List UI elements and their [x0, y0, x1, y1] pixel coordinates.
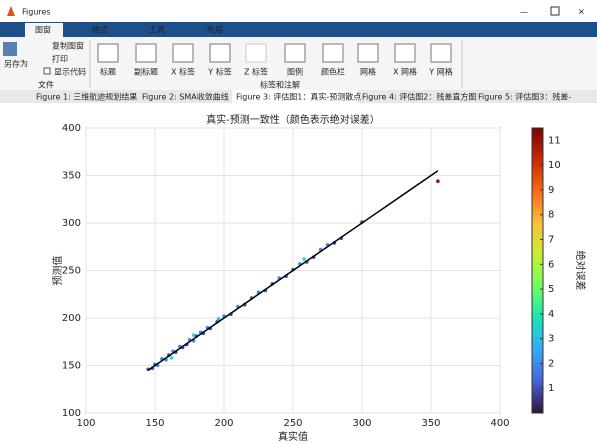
- ribbon-button[interactable]: X 网格: [393, 67, 417, 77]
- active-ribbon-tab: [25, 23, 63, 37]
- y-tick-label: 350: [62, 171, 81, 182]
- ribbon-tabstrip: [0, 22, 597, 37]
- colorbar-tick-label: 9: [548, 185, 554, 196]
- y-tick-label: 250: [62, 266, 81, 277]
- button-icon: [209, 43, 231, 63]
- ribbon-button[interactable]: 颜色栏: [321, 67, 345, 77]
- point: [436, 179, 440, 183]
- ribbon-button[interactable]: 图例: [287, 67, 303, 77]
- figure-tab[interactable]: Figure 2: SMA收敛曲线: [142, 92, 229, 102]
- ribbon-button[interactable]: Z 标签: [244, 67, 268, 77]
- point: [216, 317, 221, 321]
- ribbon-tab[interactable]: 图窗: [35, 25, 51, 35]
- button-icon: [135, 43, 157, 63]
- print-button[interactable]: 打印: [52, 54, 68, 64]
- reference-line: [147, 170, 439, 371]
- save-icon: [3, 42, 17, 56]
- y-tick-label: 150: [62, 361, 81, 372]
- ribbon-tab[interactable]: 格式: [92, 25, 108, 35]
- colorbar-tick-label: 3: [548, 334, 554, 345]
- maximize[interactable]: [550, 6, 560, 16]
- point: [169, 356, 174, 360]
- colorbar-label: 绝对误差: [574, 251, 587, 291]
- colorbar-tick-label: 7: [548, 235, 554, 246]
- colorbar: [531, 127, 544, 414]
- x-tick-label: 350: [421, 418, 440, 429]
- x-tick-label: 200: [214, 418, 233, 429]
- close[interactable]: ✕: [578, 8, 585, 17]
- checkbox[interactable]: [43, 67, 51, 75]
- title-bar: [0, 0, 597, 22]
- ribbon-button[interactable]: 副标题: [134, 67, 158, 77]
- figure-tab[interactable]: Figure 4: 评估图2：残差直方图: [362, 92, 476, 102]
- colorbar-tick-label: 1: [548, 383, 554, 394]
- x-tick-label: 400: [490, 418, 509, 429]
- active-figure-tab: [232, 90, 358, 103]
- y-tick-label: 100: [62, 408, 81, 419]
- ribbon-button[interactable]: Y 标签: [207, 67, 231, 77]
- group-label: 标签和注解: [260, 80, 300, 90]
- x-tick-label: 150: [145, 418, 164, 429]
- x-axis-label: 真实值: [278, 430, 308, 443]
- figure-tab[interactable]: Figure 1: 三维航迹规划结果: [36, 92, 137, 102]
- window-title: Figures: [22, 8, 51, 17]
- copy-button[interactable]: 复制图窗: [52, 41, 84, 51]
- button-icon: [284, 43, 306, 63]
- ribbon-button[interactable]: 网格: [360, 67, 376, 77]
- colorbar-tick-label: 6: [548, 259, 554, 270]
- button-icon: [322, 43, 344, 63]
- colorbar-tick-label: 11: [548, 135, 561, 146]
- ribbon-tab[interactable]: 布局: [207, 25, 223, 35]
- button-icon: [357, 43, 379, 63]
- x-tick-label: 100: [76, 418, 95, 429]
- chart-title: 真实-预测一致性（颜色表示绝对误差）: [206, 113, 380, 126]
- save-button[interactable]: 另存为: [4, 59, 28, 69]
- ribbon-tab[interactable]: 工具: [149, 26, 165, 35]
- y-tick-label: 200: [62, 313, 81, 324]
- x-tick-label: 300: [352, 418, 371, 429]
- figure-tab[interactable]: Figure 3: 评估图1：真实-预测散点: [236, 92, 361, 102]
- button-icon: [394, 43, 416, 63]
- ribbon-button[interactable]: 标题: [100, 67, 116, 77]
- colorbar-tick-label: 2: [548, 358, 554, 369]
- y-axis-label: 预测值: [51, 256, 64, 286]
- y-tick-label: 300: [62, 218, 81, 229]
- code-checkbox[interactable]: 显示代码: [54, 67, 86, 77]
- colorbar-tick-label: 8: [548, 210, 554, 221]
- colorbar-tick-label: 4: [548, 309, 554, 320]
- y-tick-label: 400: [62, 123, 81, 134]
- point: [191, 333, 196, 337]
- app-icon: [7, 6, 15, 16]
- ribbon-button[interactable]: X 标签: [171, 67, 195, 77]
- button-icon: [172, 43, 194, 63]
- x-tick-label: 250: [283, 418, 302, 429]
- ribbon-button[interactable]: Y 网格: [428, 67, 452, 77]
- button-icon: [97, 43, 119, 63]
- colorbar-tick-label: 5: [548, 284, 554, 295]
- button-icon: [245, 43, 267, 63]
- point: [302, 257, 306, 261]
- button-icon: [430, 43, 452, 63]
- group-label: 文件: [38, 80, 54, 90]
- colorbar-tick-label: 10: [548, 160, 561, 171]
- figure-tab[interactable]: Figure 5: 评估图3：残差-: [478, 92, 571, 102]
- minimize[interactable]: —: [520, 8, 528, 17]
